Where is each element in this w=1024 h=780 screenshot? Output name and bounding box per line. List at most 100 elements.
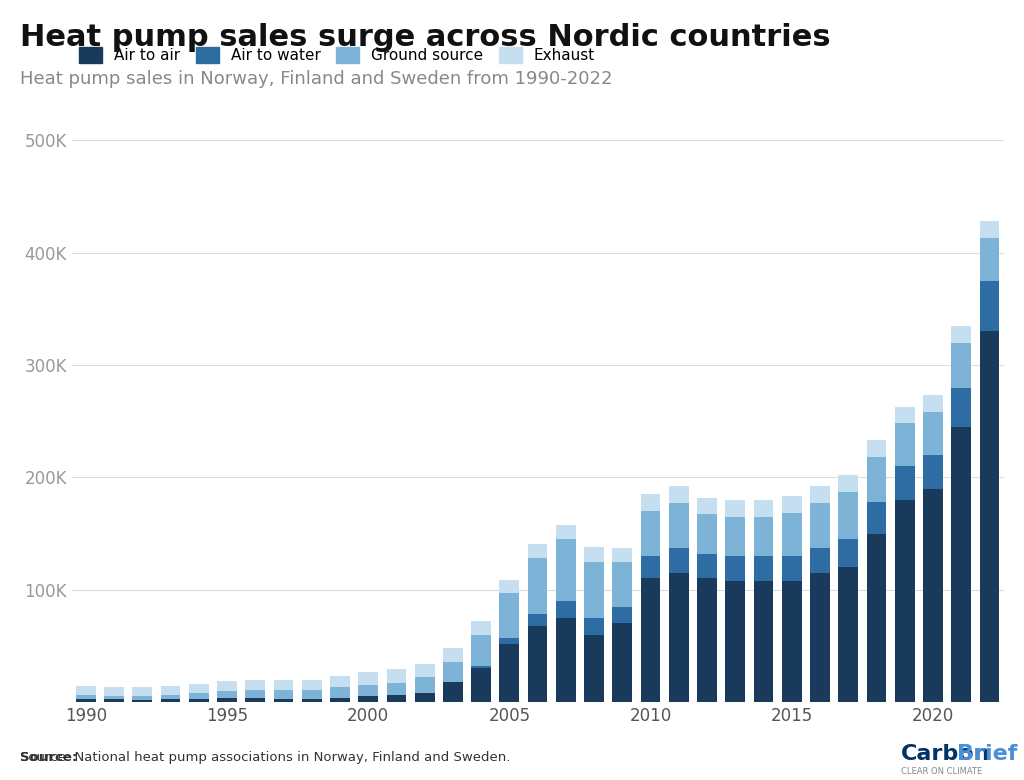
- Bar: [895, 466, 914, 500]
- Bar: [443, 682, 463, 702]
- Bar: [161, 686, 180, 695]
- Bar: [556, 524, 575, 539]
- Bar: [471, 668, 490, 702]
- Bar: [386, 695, 407, 702]
- Bar: [500, 593, 519, 638]
- Bar: [415, 693, 434, 702]
- Bar: [895, 500, 914, 702]
- Bar: [217, 691, 237, 698]
- Text: Brief: Brief: [957, 744, 1018, 764]
- Bar: [217, 698, 237, 702]
- Bar: [725, 556, 745, 580]
- Bar: [754, 500, 773, 516]
- Bar: [527, 615, 548, 626]
- Bar: [104, 696, 124, 699]
- Bar: [725, 516, 745, 556]
- Bar: [612, 623, 632, 702]
- Bar: [951, 427, 971, 702]
- Bar: [188, 699, 209, 702]
- Bar: [895, 406, 914, 424]
- Bar: [641, 495, 660, 511]
- Bar: [330, 697, 350, 702]
- Bar: [471, 621, 490, 635]
- Bar: [980, 332, 999, 702]
- Bar: [415, 677, 434, 693]
- Bar: [669, 573, 689, 702]
- Bar: [188, 693, 209, 699]
- Bar: [810, 487, 829, 503]
- Bar: [782, 580, 802, 702]
- Bar: [132, 696, 153, 700]
- Text: Carbon: Carbon: [901, 744, 990, 764]
- Bar: [104, 687, 124, 696]
- Bar: [697, 579, 717, 702]
- Bar: [725, 500, 745, 516]
- Bar: [612, 607, 632, 623]
- Bar: [612, 548, 632, 562]
- Bar: [641, 556, 660, 579]
- Bar: [556, 601, 575, 618]
- Bar: [273, 699, 293, 702]
- Bar: [810, 548, 829, 573]
- Bar: [76, 695, 95, 699]
- Bar: [810, 573, 829, 702]
- Bar: [76, 699, 95, 702]
- Bar: [810, 503, 829, 548]
- Bar: [697, 515, 717, 554]
- Bar: [585, 562, 604, 618]
- Bar: [923, 455, 943, 488]
- Bar: [556, 618, 575, 702]
- Bar: [923, 395, 943, 412]
- Bar: [782, 513, 802, 556]
- Bar: [386, 683, 407, 695]
- Bar: [358, 685, 378, 697]
- Bar: [217, 681, 237, 691]
- Bar: [330, 676, 350, 687]
- Bar: [782, 556, 802, 580]
- Bar: [641, 511, 660, 556]
- Bar: [895, 424, 914, 466]
- Bar: [951, 342, 971, 388]
- Bar: [951, 326, 971, 342]
- Bar: [612, 562, 632, 607]
- Bar: [556, 539, 575, 601]
- Bar: [980, 222, 999, 238]
- Bar: [302, 690, 322, 699]
- Bar: [669, 548, 689, 573]
- Bar: [500, 580, 519, 593]
- Bar: [839, 567, 858, 702]
- Bar: [641, 579, 660, 702]
- Text: Source: National heat pump associations in Norway, Finland and Sweden.: Source: National heat pump associations …: [20, 751, 511, 764]
- Text: Source:: Source:: [20, 751, 78, 764]
- Bar: [980, 238, 999, 281]
- Bar: [358, 672, 378, 685]
- Bar: [471, 666, 490, 668]
- Bar: [697, 554, 717, 579]
- Bar: [866, 534, 887, 702]
- Bar: [725, 580, 745, 702]
- Bar: [923, 488, 943, 702]
- Bar: [697, 498, 717, 515]
- Bar: [839, 475, 858, 492]
- Bar: [527, 626, 548, 702]
- Bar: [527, 558, 548, 615]
- Bar: [585, 547, 604, 562]
- Bar: [669, 503, 689, 548]
- Text: CLEAR ON CLIMATE: CLEAR ON CLIMATE: [901, 767, 982, 776]
- Bar: [161, 699, 180, 702]
- Bar: [104, 699, 124, 702]
- Bar: [585, 618, 604, 635]
- Bar: [500, 644, 519, 702]
- Bar: [302, 679, 322, 690]
- Bar: [866, 502, 887, 534]
- Bar: [246, 680, 265, 690]
- Bar: [132, 700, 153, 702]
- Bar: [161, 695, 180, 699]
- Bar: [754, 580, 773, 702]
- Text: Heat pump sales surge across Nordic countries: Heat pump sales surge across Nordic coun…: [20, 23, 831, 52]
- Bar: [782, 496, 802, 513]
- Bar: [754, 556, 773, 580]
- Text: Heat pump sales in Norway, Finland and Sweden from 1990-2022: Heat pump sales in Norway, Finland and S…: [20, 70, 613, 88]
- Bar: [527, 544, 548, 558]
- Bar: [866, 457, 887, 502]
